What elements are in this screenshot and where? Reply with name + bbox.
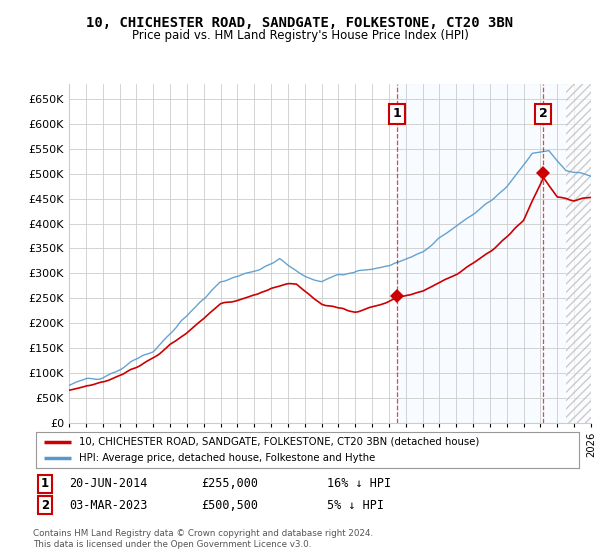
Text: 5% ↓ HPI: 5% ↓ HPI [327, 498, 384, 512]
Text: 10, CHICHESTER ROAD, SANDGATE, FOLKESTONE, CT20 3BN (detached house): 10, CHICHESTER ROAD, SANDGATE, FOLKESTON… [79, 437, 480, 447]
Text: Contains HM Land Registry data © Crown copyright and database right 2024.
This d: Contains HM Land Registry data © Crown c… [33, 529, 373, 549]
Text: 20-JUN-2014: 20-JUN-2014 [69, 477, 148, 491]
Text: 03-MAR-2023: 03-MAR-2023 [69, 498, 148, 512]
Text: 2: 2 [539, 108, 548, 120]
Text: 1: 1 [41, 477, 49, 491]
Text: Price paid vs. HM Land Registry's House Price Index (HPI): Price paid vs. HM Land Registry's House … [131, 29, 469, 42]
Text: £500,500: £500,500 [201, 498, 258, 512]
Bar [566, 74, 591, 423]
Text: HPI: Average price, detached house, Folkestone and Hythe: HPI: Average price, detached house, Folk… [79, 453, 376, 463]
Text: 2: 2 [41, 498, 49, 512]
Text: 10, CHICHESTER ROAD, SANDGATE, FOLKESTONE, CT20 3BN: 10, CHICHESTER ROAD, SANDGATE, FOLKESTON… [86, 16, 514, 30]
Text: 1: 1 [392, 108, 401, 120]
Bar [397, 84, 591, 423]
Bar [566, 84, 591, 423]
Text: 16% ↓ HPI: 16% ↓ HPI [327, 477, 391, 491]
Text: £255,000: £255,000 [201, 477, 258, 491]
